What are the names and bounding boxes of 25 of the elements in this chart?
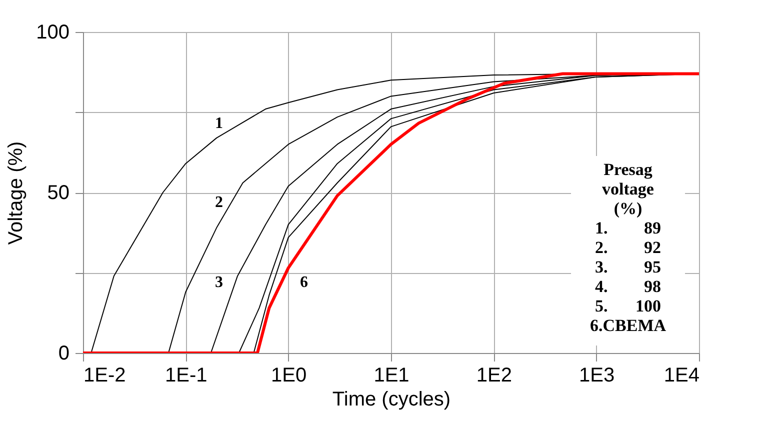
y-tick-label: 50 (47, 182, 70, 204)
annotation: (%) (614, 199, 642, 218)
text: 1. 89 (595, 218, 661, 238)
annotation: Presag (604, 160, 653, 179)
x-tick-label: 1E1 (374, 364, 410, 386)
annotation: 6 (300, 274, 308, 291)
x-tick-label: 1E0 (271, 364, 307, 386)
x-tick-label: 1E-1 (165, 364, 208, 386)
text: 3. 95 (595, 258, 661, 276)
x-tick-label: 1E4 (664, 364, 700, 386)
x-tick-label: 1E-2 (84, 364, 126, 386)
text: 4. 98 (595, 277, 661, 296)
y-tick-label: 0 (58, 342, 70, 364)
x-tick-label: 1E2 (476, 364, 512, 386)
annotation: voltage (602, 180, 654, 198)
y-axis-title: Voltage (%) (5, 141, 28, 245)
annotation: 2 (215, 194, 223, 211)
y-tick-label: 100 (36, 22, 70, 44)
x-axis-title: Time (cycles) (332, 388, 451, 410)
annotation: 3 (215, 274, 223, 291)
annotation: 6.CBEMA (590, 316, 667, 335)
text: 2. 92 (595, 238, 661, 257)
text: 5. 100 (595, 296, 661, 316)
annotation: 1 (215, 115, 223, 132)
x-tick-label: 1E3 (579, 364, 615, 386)
